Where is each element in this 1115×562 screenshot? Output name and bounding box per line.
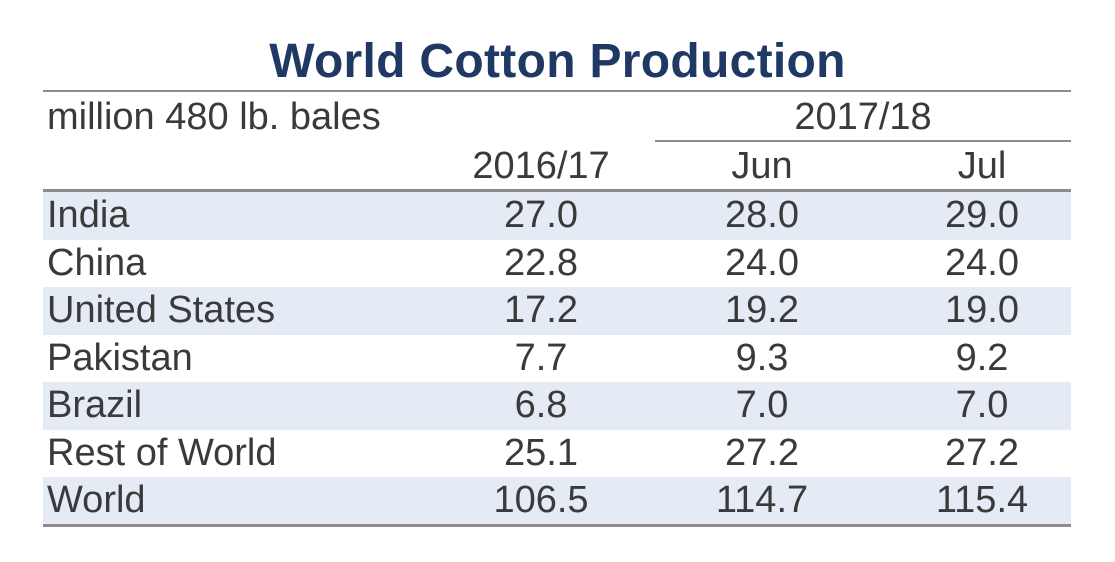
cell-2016-17: 27.0 bbox=[504, 194, 578, 236]
table-row-world: World 106.5 114.7 115.4 bbox=[43, 477, 1071, 525]
cell-jun: 24.0 bbox=[725, 241, 799, 284]
table-row-rest-of-world: Rest of World 25.1 27.2 27.2 bbox=[43, 430, 1071, 478]
row-label: Rest of World bbox=[47, 431, 277, 474]
top-rule bbox=[43, 90, 1071, 92]
table-row-india: India 27.0 28.0 29.0 bbox=[43, 192, 1071, 240]
table-row-brazil: Brazil 6.8 7.0 7.0 bbox=[43, 382, 1071, 430]
group-header-2017-18: 2017/18 bbox=[794, 96, 932, 138]
cell-2016-17: 17.2 bbox=[504, 289, 578, 331]
table-row-china: China 22.8 24.0 24.0 bbox=[43, 240, 1071, 288]
cell-jul: 7.0 bbox=[955, 384, 1009, 426]
table-title: World Cotton Production bbox=[269, 35, 846, 88]
cell-2016-17: 25.1 bbox=[504, 431, 578, 474]
row-label: United States bbox=[47, 289, 276, 331]
cell-jun: 27.2 bbox=[725, 431, 799, 474]
cell-2016-17: 7.7 bbox=[514, 336, 568, 379]
cell-jun: 19.2 bbox=[725, 289, 799, 331]
row-label: China bbox=[47, 241, 147, 284]
cell-jun: 28.0 bbox=[725, 194, 799, 236]
table-row-pakistan: Pakistan 7.7 9.3 9.2 bbox=[43, 335, 1071, 383]
table-row-united-states: United States 17.2 19.2 19.0 bbox=[43, 287, 1071, 335]
cell-jul: 24.0 bbox=[945, 241, 1019, 284]
cell-jul: 27.2 bbox=[945, 431, 1019, 474]
cell-jun: 114.7 bbox=[715, 479, 809, 521]
column-header-2016-17: 2016/17 bbox=[472, 145, 610, 187]
row-label: Brazil bbox=[47, 384, 143, 426]
cell-jun: 9.3 bbox=[735, 336, 789, 379]
column-header-jul: Jul bbox=[957, 145, 1007, 187]
group-header-underline bbox=[655, 140, 1071, 142]
cell-jul: 9.2 bbox=[955, 336, 1009, 379]
column-header-jun: Jun bbox=[731, 145, 793, 187]
units-label: million 480 lb. bales bbox=[47, 96, 381, 138]
cell-2016-17: 106.5 bbox=[493, 479, 589, 521]
row-label: India bbox=[47, 194, 130, 236]
cell-jul: 115.4 bbox=[935, 479, 1029, 521]
bottom-rule bbox=[43, 524, 1071, 527]
cell-jul: 29.0 bbox=[945, 194, 1019, 236]
cell-2016-17: 22.8 bbox=[504, 241, 578, 284]
cell-2016-17: 6.8 bbox=[514, 384, 568, 426]
header-rule bbox=[43, 189, 1071, 192]
table-body: India 27.0 28.0 29.0 China 22.8 24.0 24.… bbox=[43, 192, 1071, 525]
cell-jun: 7.0 bbox=[735, 384, 789, 426]
row-label: Pakistan bbox=[47, 336, 193, 379]
cell-jul: 19.0 bbox=[945, 289, 1019, 331]
row-label: World bbox=[47, 479, 146, 521]
